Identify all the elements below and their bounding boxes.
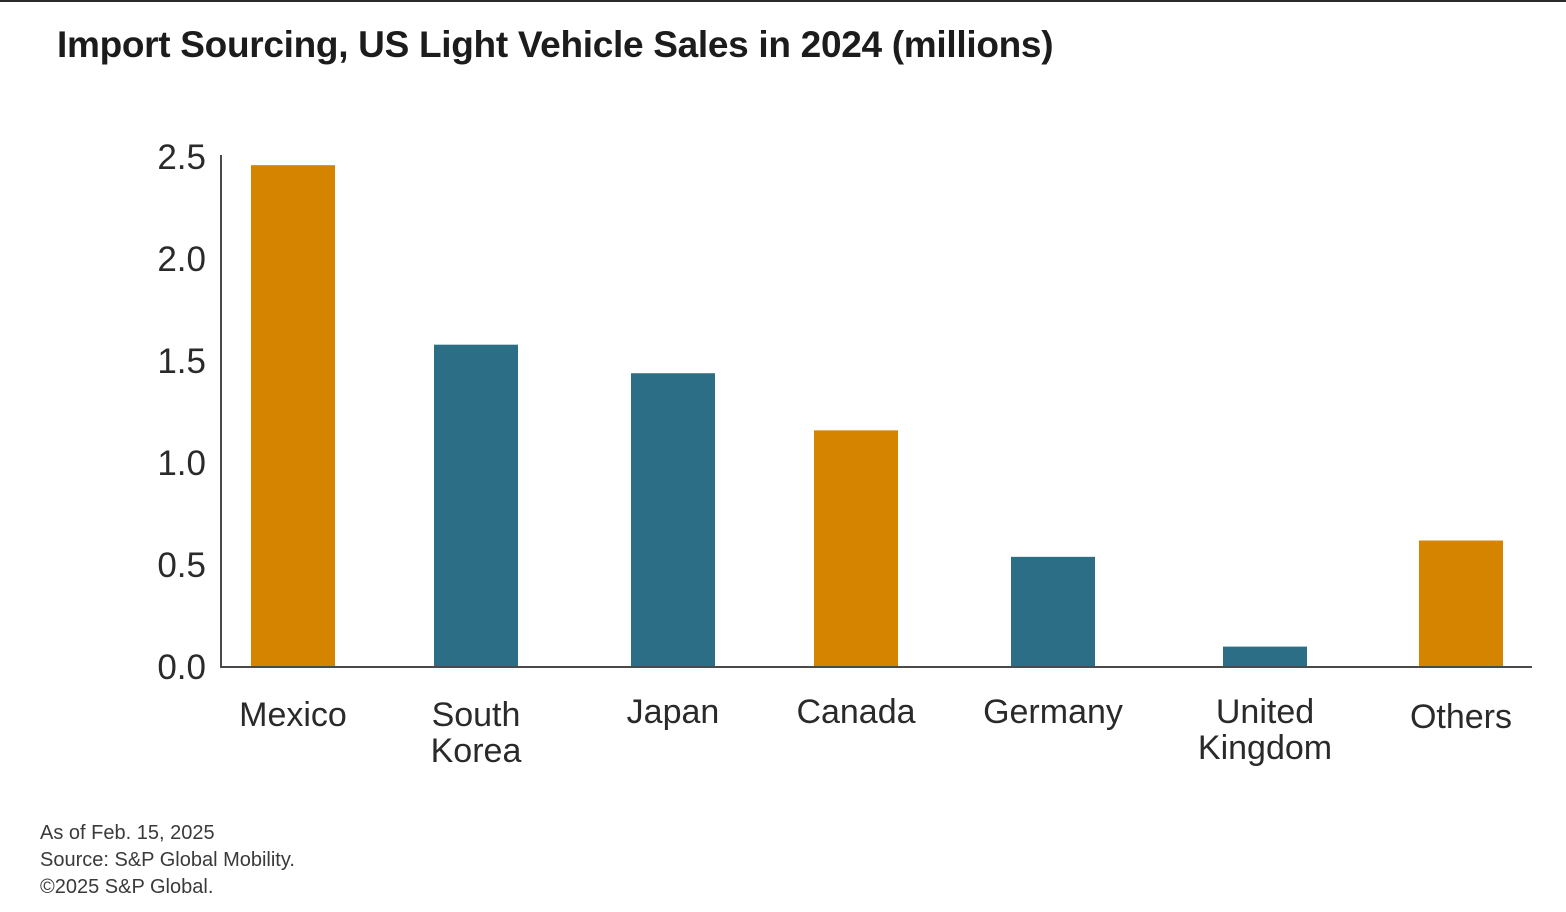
top-rule [0, 0, 1566, 2]
x-category-label: Mexico [239, 696, 347, 734]
bar-mexico [251, 165, 335, 667]
x-category-label: Canada [796, 693, 915, 731]
x-category-label: Japan [627, 693, 720, 731]
chart-title: Import Sourcing, US Light Vehicle Sales … [57, 24, 1054, 65]
y-tick-label: 0.0 [157, 648, 206, 687]
source-note: Source: S&P Global Mobility. [40, 849, 295, 871]
as-of-note: As of Feb. 15, 2025 [40, 822, 215, 844]
labels-layer: 0.0 0.5 1.0 1.5 2.0 2.5 Mexico South Korea Japan C… [157, 138, 1512, 770]
x-category-label: Others [1410, 698, 1512, 736]
y-tick-label: 1.0 [157, 444, 206, 483]
bar-south-korea [434, 344, 518, 667]
x-category-label: United Kingdom [1198, 693, 1332, 767]
y-tick-label: 2.5 [157, 138, 206, 177]
footnotes: As of Feb. 15, 2025 Source: S&P Global M… [40, 820, 295, 901]
axis-layer [220, 155, 1532, 668]
x-category-label: Germany [983, 693, 1123, 731]
bar-germany [1011, 556, 1095, 667]
x-category-label: South Korea [431, 696, 522, 770]
bar-united-kingdom [1223, 646, 1307, 667]
bar-japan [631, 373, 715, 667]
y-tick-label: 1.5 [157, 342, 206, 381]
bar-canada [814, 430, 898, 667]
y-tick-label: 0.5 [157, 546, 206, 585]
y-tick-label: 2.0 [157, 240, 206, 279]
bars-layer [251, 165, 1503, 667]
copyright-note: ©2025 S&P Global. [40, 876, 214, 898]
bar-others [1419, 540, 1503, 667]
